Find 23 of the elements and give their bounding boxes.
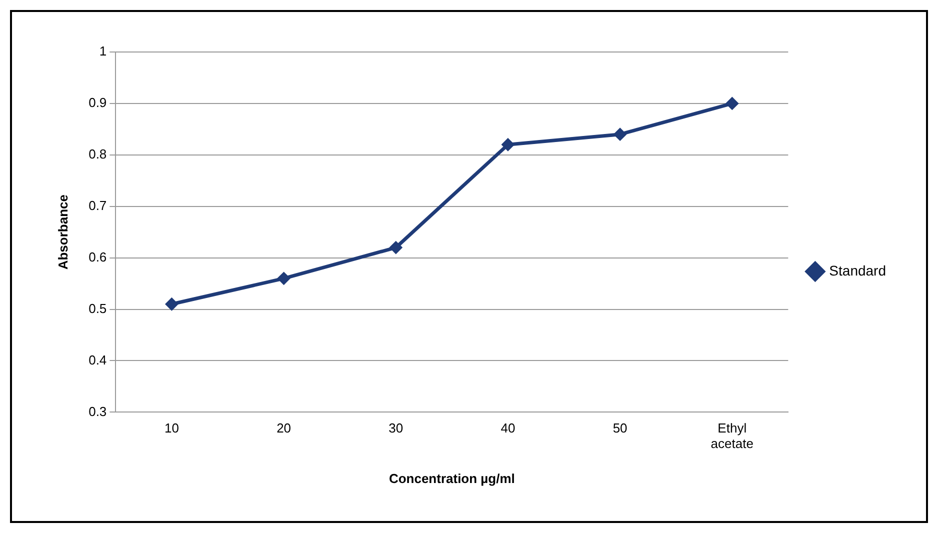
x-tick-label: 20 [276,420,292,436]
y-tick-label: 0.4 [88,352,107,368]
y-tick-label: 0.3 [88,404,107,419]
x-axis-title: Concentration µg/ml [388,470,515,486]
legend-label: Standard [829,262,886,278]
point [165,298,178,311]
y-tick-label: 0.5 [88,300,107,316]
x-tick-label: 10 [164,420,179,436]
y-tick-label: 0.8 [88,146,107,162]
point [726,96,739,110]
y-tick-label: 0.6 [88,249,107,264]
point [277,272,290,285]
y-tick-label: 1 [99,44,107,59]
point [501,138,514,152]
point [614,128,627,141]
x-tick-label: 40 [500,420,516,436]
y-tick-label: 0.9 [88,95,107,110]
y-tick-label: 0.7 [88,198,107,213]
y-axis-title: Absorbance [55,194,70,270]
x-tick-label: Ethyl acetate [710,420,754,452]
x-tick-label: 50 [612,420,628,436]
point [389,241,402,254]
x-tick-label: 30 [388,420,404,436]
